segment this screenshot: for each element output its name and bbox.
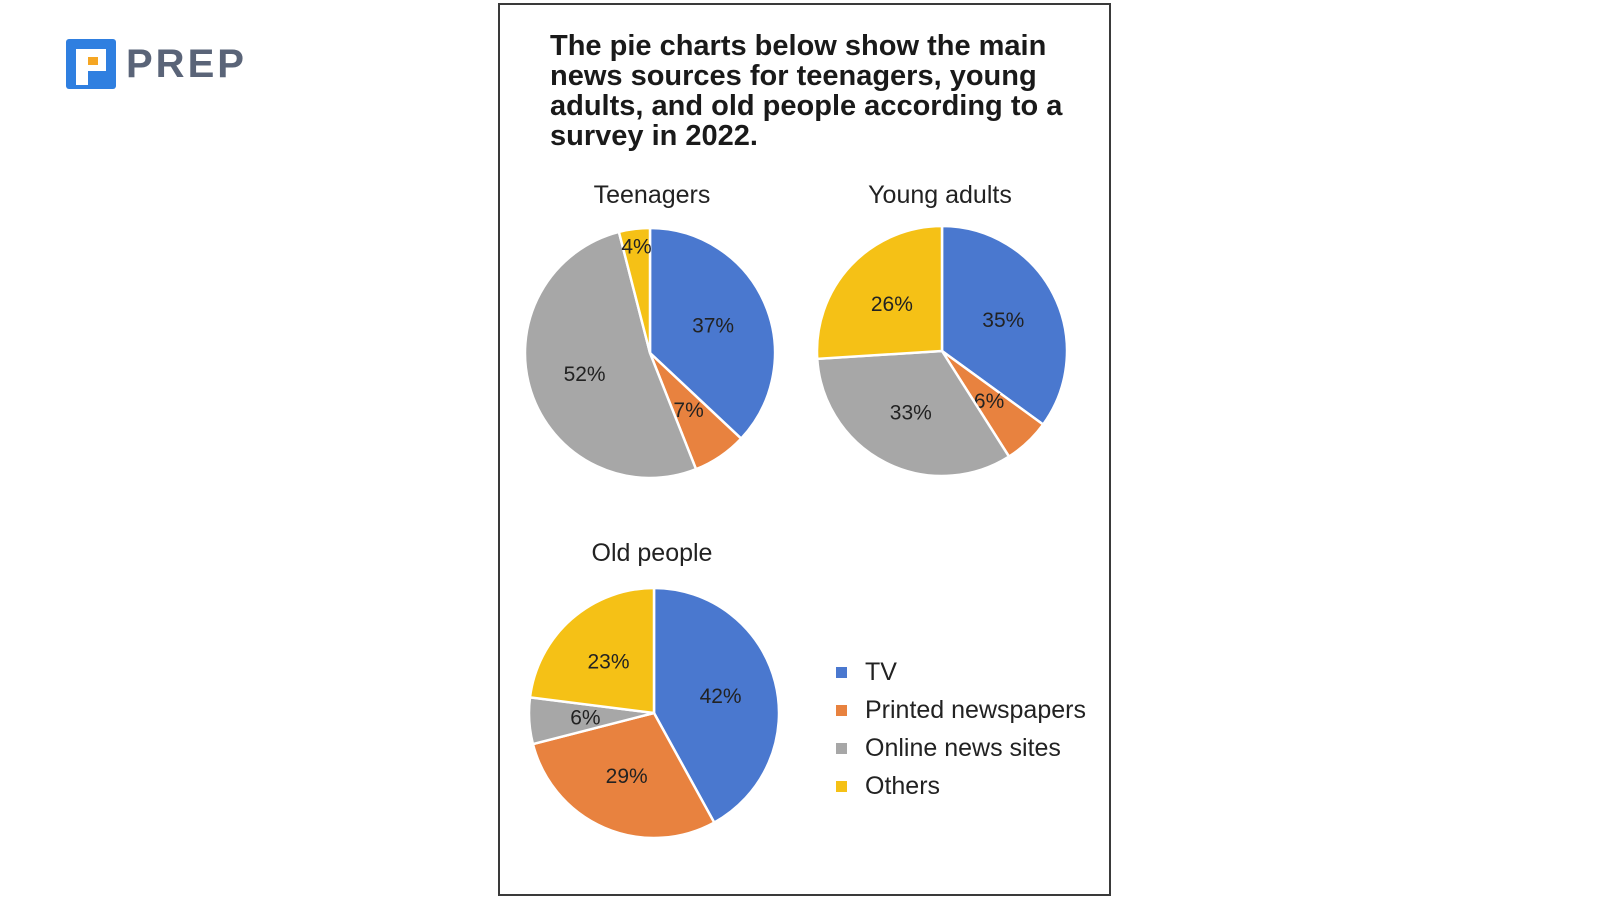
chart-legend: TV Printed newspapers Online news sites Oth… (836, 657, 1106, 809)
legend-item-others: Others (836, 771, 1106, 801)
pie-teenagers: 37% 7% 52% 4% (523, 226, 777, 480)
data-label-printed-newspapers: 6% (974, 390, 1004, 413)
pie-old-people: 42% 29% 6% 23% (527, 586, 781, 840)
legend-swatch-online-news-sites (836, 743, 847, 754)
data-label-others: 4% (621, 235, 651, 258)
data-label-online-news-sites: 33% (890, 401, 932, 424)
data-label-tv: 35% (982, 309, 1024, 332)
data-label-tv: 42% (700, 685, 742, 708)
data-label-others: 26% (871, 293, 913, 316)
prep-logo-icon (64, 37, 118, 91)
pie-slice-tv (648, 226, 777, 441)
card-title: The pie charts below show the main news … (550, 30, 1063, 152)
brand-name: PREP (126, 41, 247, 86)
legend-item-online-news-sites: Online news sites (836, 733, 1106, 763)
legend-label-others: Others (865, 772, 941, 800)
legend-swatch-printed-newspapers (836, 705, 847, 716)
pie-slice-others (815, 224, 944, 361)
data-label-others: 23% (587, 650, 629, 673)
pie-slice-tv (940, 224, 1069, 427)
pie-young-adults: 35% 6% 33% 26% (815, 224, 1069, 478)
pie-slice-others (528, 586, 656, 715)
data-label-tv: 37% (692, 315, 734, 338)
pie-title-young-adults: Young adults (868, 181, 1012, 209)
chart-card: 37% 7% 52% 4% Teenagers 35% 6% 33% 26% Young adul… (498, 3, 1111, 896)
pie-title-old-people: Old people (592, 539, 713, 567)
pie-slice-online-news-sites (523, 230, 698, 480)
pie-charts: 37% 7% 52% 4% Teenagers 35% 6% 33% 26% Young adul… (523, 181, 1069, 840)
legend-label-printed-newspapers: Printed newspapers (865, 696, 1086, 724)
data-label-online-news-sites: 6% (570, 706, 600, 729)
legend-swatch-tv (836, 667, 847, 678)
brand-logo: PREP (64, 38, 247, 90)
legend-item-tv: TV (836, 657, 1106, 687)
pie-slice-printed-newspapers (531, 711, 716, 840)
pie-title-teenagers: Teenagers (594, 181, 711, 209)
pie-slice-tv (652, 586, 781, 825)
legend-swatch-others (836, 781, 847, 792)
data-label-printed-newspapers: 29% (606, 765, 648, 788)
data-label-printed-newspapers: 7% (673, 399, 703, 422)
data-label-online-news-sites: 52% (564, 363, 606, 386)
pie-slice-online-news-sites (815, 349, 1011, 478)
legend-item-printed-newspapers: Printed newspapers (836, 695, 1106, 725)
pie-slice-others (617, 226, 652, 354)
legend-label-tv: TV (865, 658, 897, 686)
legend-label-online-news-sites: Online news sites (865, 734, 1061, 762)
